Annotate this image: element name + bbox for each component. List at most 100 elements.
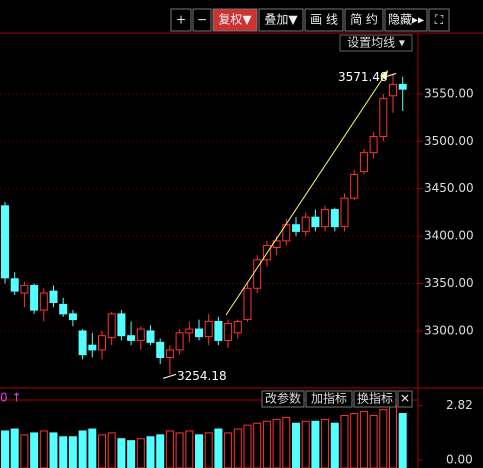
volume-bar [311, 420, 320, 468]
indicator-button[interactable] [305, 390, 353, 408]
toolbar-button-label[interactable]: 画 线 [310, 13, 338, 27]
candle-body [359, 152, 368, 173]
volume-bar [379, 409, 388, 468]
y-tick-label: 0.00 [446, 453, 473, 467]
y-tick-label: 2.82 [446, 398, 473, 412]
volume-bar [98, 434, 106, 468]
candle-body [68, 313, 77, 321]
toolbar-button-label[interactable]: 隐藏▸▸ [388, 13, 424, 27]
candle-body [127, 335, 136, 341]
volume-bar [165, 430, 174, 468]
toolbar-button-label[interactable]: 复权▼ [218, 13, 252, 27]
y-tick-label: 3500.00 [424, 134, 474, 148]
indicator-button[interactable] [397, 390, 413, 408]
candle-body [39, 292, 48, 311]
volume-bar [243, 424, 252, 468]
candle-body [98, 335, 106, 351]
toolbar-button-label[interactable]: 叠加▼ [264, 13, 298, 27]
indicator-button[interactable] [261, 390, 305, 408]
annotation: 3254.18 [177, 369, 227, 383]
candle-body [146, 330, 155, 343]
volume-bar [282, 416, 291, 468]
candle-body [165, 349, 174, 358]
volume-bar [59, 436, 68, 468]
toolbar-button-label[interactable]: − [197, 13, 207, 27]
y-tick-label: 3450.00 [424, 181, 474, 195]
ma-button[interactable] [339, 34, 413, 52]
indicator-label: 0 ↑ [0, 391, 22, 405]
candle-body [311, 216, 320, 228]
toolbar-button-label[interactable]: 简 约 [350, 12, 378, 27]
candle-body [30, 284, 39, 311]
volume-bar [117, 438, 126, 468]
candle-body [78, 330, 87, 356]
toolbar-button[interactable] [384, 8, 428, 32]
toolbar-button[interactable] [170, 8, 192, 32]
candle-body [175, 332, 184, 351]
candle-body [369, 136, 378, 154]
candle-body [214, 320, 223, 341]
volume-bar [224, 432, 233, 468]
candle-body [321, 209, 330, 228]
volume-bar [340, 414, 349, 468]
volume-bar [369, 414, 378, 468]
indicator-button-label[interactable]: ✕ [400, 392, 410, 406]
candle-body [350, 173, 359, 199]
toolbar-button[interactable] [192, 8, 212, 32]
volume-bar [88, 428, 97, 468]
volume-bar [214, 428, 223, 468]
volume-bar [389, 404, 397, 468]
annotation: 3571.48 [338, 70, 388, 84]
candle-body [389, 83, 397, 97]
toolbar-button-label[interactable]: + [176, 13, 186, 27]
candle-body [224, 322, 233, 341]
toolbar-button[interactable] [344, 8, 384, 32]
trend-line [225, 74, 386, 316]
toolbar-button[interactable] [212, 8, 258, 32]
volume-bar [398, 413, 407, 468]
volume-bar [107, 432, 116, 468]
y-tick-label: 3350.00 [424, 276, 474, 290]
volume-bar [359, 411, 368, 468]
volume-bar [10, 428, 19, 468]
candle-body [1, 205, 9, 279]
toolbar-button[interactable] [304, 8, 344, 32]
candle-body [156, 341, 165, 358]
trend-arrow [380, 70, 388, 80]
candle-body [107, 313, 116, 339]
volume-bar [30, 432, 39, 468]
volume-bar [350, 413, 359, 468]
candle-body [88, 344, 97, 351]
y-tick-label: 3300.00 [424, 323, 474, 337]
candle-body [398, 83, 407, 90]
candle-body [204, 320, 213, 338]
volume-bar [78, 430, 87, 468]
candle-body [340, 197, 349, 228]
volume-bar [253, 422, 262, 468]
indicator-button-label[interactable]: 换指标 [357, 391, 393, 406]
volume-bar [272, 418, 281, 468]
volume-bar [301, 420, 310, 468]
volume-bar [330, 422, 339, 468]
toolbar-button[interactable] [428, 8, 450, 32]
indicator-button[interactable] [353, 390, 397, 408]
volume-bar [233, 428, 242, 468]
y-tick-label: 3400.00 [424, 229, 474, 243]
candle-body [10, 278, 19, 292]
ma-button-label[interactable]: 设置均线 ▾ [347, 36, 405, 50]
indicator-button-label[interactable]: 改参数 [265, 391, 301, 406]
candle-body [117, 313, 126, 337]
volume-bar [292, 422, 300, 468]
indicator-button-label[interactable]: 加指标 [311, 391, 347, 406]
volume-bar [39, 430, 48, 468]
y-tick-label: 3550.00 [424, 86, 474, 100]
candle-body [301, 216, 310, 232]
toolbar-button[interactable] [258, 8, 304, 32]
candle-body [379, 98, 388, 138]
candle-body [49, 290, 58, 304]
candle-body [20, 284, 29, 294]
volume-bar [1, 430, 9, 468]
toolbar-button-label[interactable]: ⛶ [434, 13, 444, 27]
annotation-pointer [162, 373, 177, 379]
